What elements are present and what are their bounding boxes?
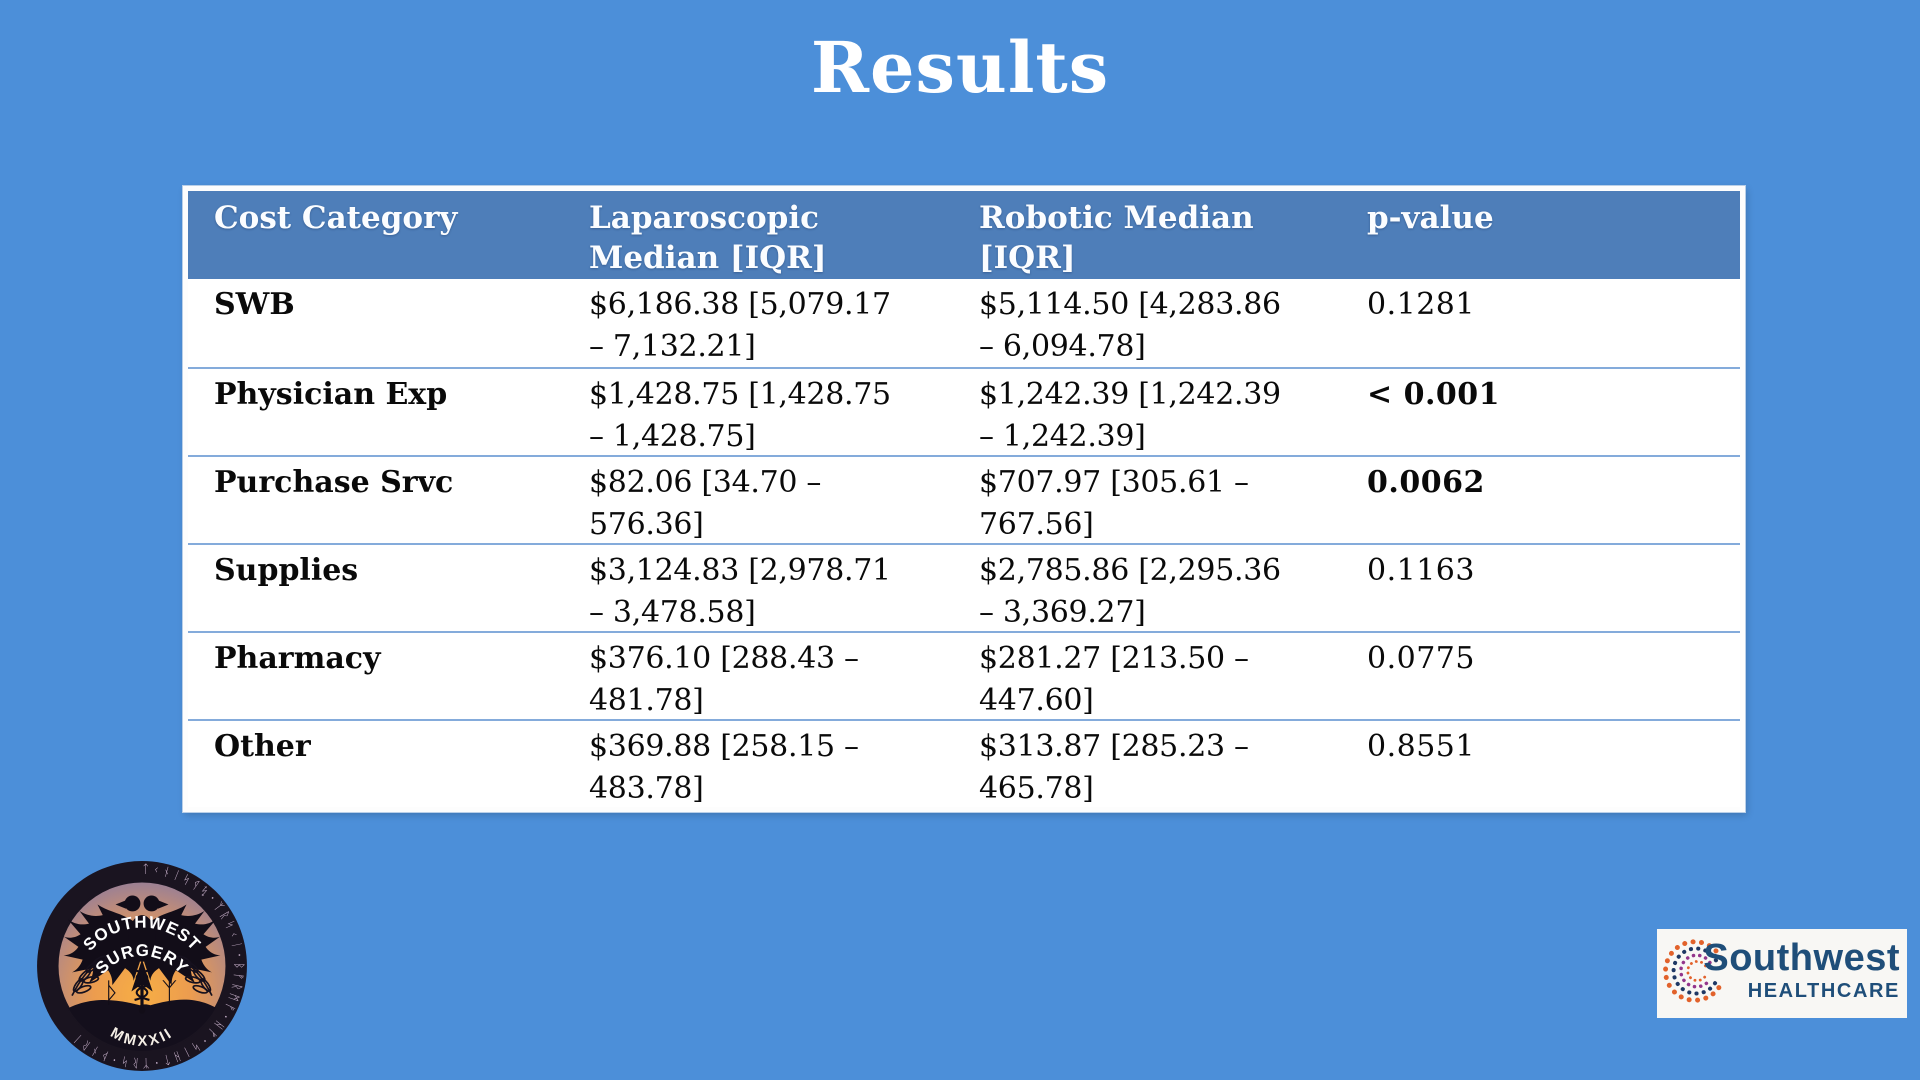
cost-category-cell: Pharmacy [214,641,381,676]
robotic-line1: $2,785.86 [2,295.36 [979,553,1281,588]
laparoscopic-line1: $3,124.83 [2,978.71 [589,553,891,588]
southwest-surgery-seal-icon: ᛏᚲᚾᛁᛋᛩᛪ᛫ᛉᚱᛋᚲᛁ᛫ᛒᚠᚱᛗᚠ᛫ᚺᚠ᛫ᛋᛁᚺᛏ᛫ᛉᚱᛋ᛫ᚦᚾᚱᛁ ᚦ ᛉ [37,861,247,1071]
laparoscopic-cell: $376.10 [288.43 – 481.78] [575,633,965,722]
laparoscopic-line1: $6,186.38 [5,079.17 [589,287,891,322]
laparoscopic-line2: 576.36] [589,507,704,542]
results-table: Cost Category Laparoscopic Median [IQR] … [182,185,1746,813]
cost-category-cell: Physician Exp [214,377,448,412]
cost-category-cell: Supplies [214,553,359,588]
p-value-cell: 0.0775 [1367,641,1475,676]
laparoscopic-line1: $1,428.75 [1,428.75 [589,377,891,412]
laurel-right-icon [176,955,213,997]
robotic-line1: $1,242.39 [1,242.39 [979,377,1281,412]
laparoscopic-line2: – 1,428.75] [589,419,756,454]
laparoscopic-cell: $3,124.83 [2,978.71 – 3,478.58] [575,545,965,634]
rune-figure-left: ᚦ [104,977,121,1009]
robotic-line1: $5,114.50 [4,283.86 [979,287,1281,322]
laparoscopic-cell: $1,428.75 [1,428.75 – 1,428.75] [575,369,965,458]
header-robotic: Robotic Median [IQR] [965,191,1353,279]
robotic-line2: – 6,094.78] [979,329,1146,364]
healthcare-logo-name: Southwest [1703,937,1900,979]
p-value-cell: 0.1163 [1367,553,1475,588]
southwest-healthcare-logo: Southwest HEALTHCARE [1657,929,1907,1018]
healthcare-logo-subtitle: HEALTHCARE [1747,980,1900,1002]
robotic-line2: – 1,242.39] [979,419,1146,454]
robotic-line2: 767.56] [979,507,1094,542]
robotic-line1: $313.87 [285.23 – [979,729,1249,764]
laurel-left-icon [71,955,108,997]
p-value-cell: < 0.001 [1367,377,1501,412]
robotic-cell: $707.97 [305.61 – 767.56] [965,457,1353,546]
healthcare-logo-text: Southwest HEALTHCARE [1703,937,1900,1003]
laparoscopic-cell: $369.88 [258.15 – 483.78] [575,721,965,810]
robotic-line2: – 3,369.27] [979,595,1146,630]
header-cost-category: Cost Category [214,200,458,236]
laparoscopic-line2: – 7,132.21] [589,329,756,364]
robotic-cell: $5,114.50 [4,283.86 – 6,094.78] [965,279,1353,368]
table-row: SWB $6,186.38 [5,079.17 – 7,132.21] $5,1… [188,279,1740,367]
robotic-line2: 465.78] [979,771,1094,806]
robotic-line2: 447.60] [979,683,1094,718]
table-row: Other $369.88 [258.15 – 483.78] $313.87 … [188,719,1740,807]
laparoscopic-line1: $369.88 [258.15 – [589,729,859,764]
robotic-cell: $313.87 [285.23 – 465.78] [965,721,1353,810]
header-laparoscopic-line2: Median [IQR] [589,240,827,276]
header-p-value: p-value [1367,200,1494,236]
p-value-cell: 0.8551 [1367,729,1475,764]
robotic-line1: $281.27 [213.50 – [979,641,1249,676]
laparoscopic-line1: $82.06 [34.70 – [589,465,822,500]
table-row: Physician Exp $1,428.75 [1,428.75 – 1,42… [188,367,1740,455]
laparoscopic-cell: $82.06 [34.70 – 576.36] [575,457,965,546]
robotic-cell: $281.27 [213.50 – 447.60] [965,633,1353,722]
cost-category-cell: SWB [214,287,295,322]
cost-category-cell: Other [214,729,311,764]
laparoscopic-line1: $376.10 [288.43 – [589,641,859,676]
page-title: Results [810,26,1110,109]
table-row: Supplies $3,124.83 [2,978.71 – 3,478.58]… [188,543,1740,631]
laparoscopic-line2: 483.78] [589,771,704,806]
p-value-cell: 0.1281 [1367,287,1475,322]
laparoscopic-line2: – 3,478.58] [589,595,756,630]
robotic-line1: $707.97 [305.61 – [979,465,1249,500]
laparoscopic-cell: $6,186.38 [5,079.17 – 7,132.21] [575,279,965,368]
robotic-cell: $1,242.39 [1,242.39 – 1,242.39] [965,369,1353,458]
caduceus-icon [134,963,150,1014]
header-laparoscopic-line1: Laparoscopic [589,200,819,236]
cost-category-cell: Purchase Srvc [214,465,454,500]
table-row: Purchase Srvc $82.06 [34.70 – 576.36] $7… [188,455,1740,543]
rune-figure-right: ᛉ [161,977,178,1009]
robotic-cell: $2,785.86 [2,295.36 – 3,369.27] [965,545,1353,634]
header-robotic-line1: Robotic Median [979,200,1254,236]
header-laparoscopic: Laparoscopic Median [IQR] [575,191,965,279]
table-header-row: Cost Category Laparoscopic Median [IQR] … [188,191,1740,279]
table-row: Pharmacy $376.10 [288.43 – 481.78] $281.… [188,631,1740,719]
header-robotic-line2: [IQR] [979,240,1076,276]
double-eagle-icon [63,895,221,992]
p-value-cell: 0.0062 [1367,465,1485,500]
laparoscopic-line2: 481.78] [589,683,704,718]
dotted-swirl-icon [1663,939,1724,1003]
